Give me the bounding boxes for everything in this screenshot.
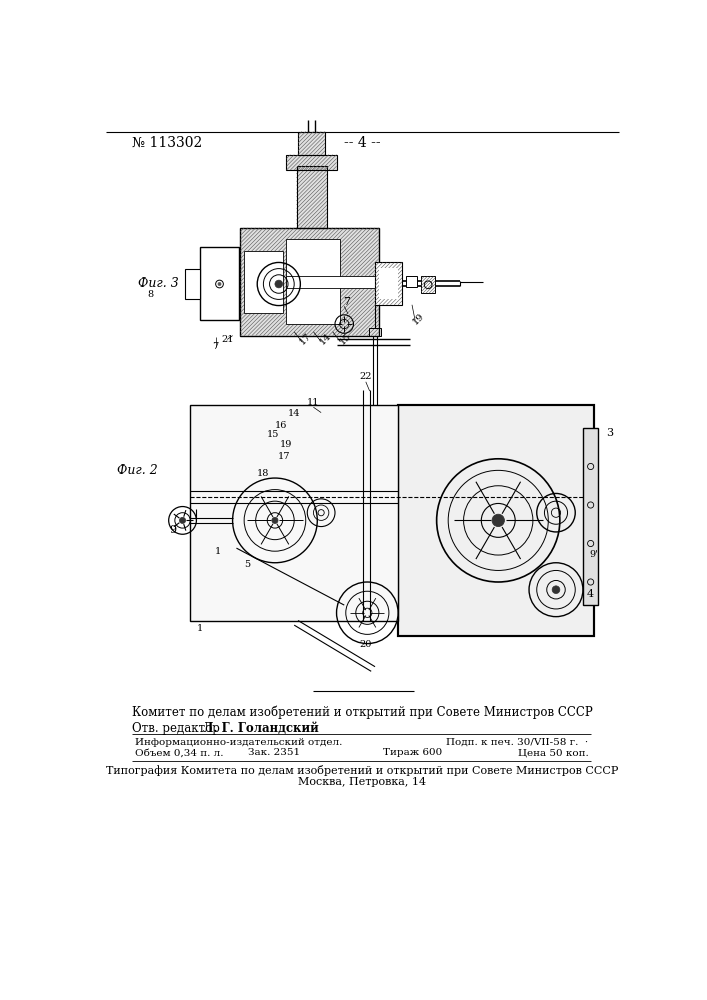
Bar bbox=[240, 228, 379, 336]
Bar bbox=[406, 276, 417, 287]
Bar bbox=[375, 262, 402, 305]
Text: 17: 17 bbox=[278, 452, 291, 461]
Text: 11: 11 bbox=[308, 398, 320, 407]
Text: Фиг. 3: Фиг. 3 bbox=[138, 277, 179, 290]
Bar bbox=[421, 276, 435, 293]
Text: Информационно-издательский отдел.: Информационно-издательский отдел. bbox=[135, 738, 342, 747]
Text: 7: 7 bbox=[343, 297, 350, 307]
Circle shape bbox=[552, 586, 560, 594]
Bar bbox=[375, 262, 402, 305]
Bar bbox=[298, 132, 325, 155]
Text: Типография Комитета по делам изобретений и открытий при Совете Министров СССР: Типография Комитета по делам изобретений… bbox=[106, 765, 618, 776]
Bar bbox=[286, 276, 375, 288]
Text: 1: 1 bbox=[197, 624, 204, 633]
Text: -- 4 --: -- 4 -- bbox=[344, 136, 380, 150]
Text: 14: 14 bbox=[317, 332, 332, 347]
Text: 21: 21 bbox=[221, 335, 233, 344]
Text: 3: 3 bbox=[606, 428, 613, 438]
Text: Фиг. 2: Фиг. 2 bbox=[117, 464, 158, 477]
Text: 14: 14 bbox=[288, 409, 300, 418]
Text: Тираж 600: Тираж 600 bbox=[382, 748, 442, 757]
Circle shape bbox=[492, 514, 504, 527]
Bar bbox=[286, 239, 340, 324]
Bar bbox=[398, 405, 595, 636]
Text: 17: 17 bbox=[298, 332, 313, 347]
Text: 20: 20 bbox=[360, 640, 372, 649]
Text: 18: 18 bbox=[257, 469, 269, 478]
Circle shape bbox=[180, 517, 186, 523]
Text: 16: 16 bbox=[275, 421, 287, 430]
Text: 22: 22 bbox=[360, 372, 372, 381]
Bar bbox=[286, 155, 337, 170]
Bar bbox=[369, 328, 381, 336]
Bar bbox=[190, 405, 398, 620]
Bar bbox=[240, 228, 379, 336]
Text: Подп. к печ. 30/VII-58 г.  ·: Подп. к печ. 30/VII-58 г. · bbox=[446, 738, 588, 747]
Text: 4: 4 bbox=[587, 589, 594, 599]
Text: 19: 19 bbox=[411, 311, 426, 326]
Text: № 113302: № 113302 bbox=[132, 136, 203, 150]
Text: Л. Г. Голандский: Л. Г. Голандский bbox=[204, 722, 319, 735]
Text: Москва, Петровка, 14: Москва, Петровка, 14 bbox=[298, 777, 426, 787]
Text: 9: 9 bbox=[170, 525, 177, 535]
Bar bbox=[398, 405, 595, 636]
Bar bbox=[244, 251, 283, 312]
Circle shape bbox=[272, 517, 278, 523]
Text: 7: 7 bbox=[213, 342, 218, 351]
Text: Зак. 2351: Зак. 2351 bbox=[248, 748, 300, 757]
Bar bbox=[296, 166, 327, 228]
Bar bbox=[421, 276, 435, 293]
Text: 5: 5 bbox=[244, 560, 250, 569]
Text: 9': 9' bbox=[589, 550, 598, 559]
Text: 19: 19 bbox=[279, 440, 292, 449]
Bar bbox=[185, 269, 200, 299]
Bar bbox=[379, 268, 398, 299]
Text: 15: 15 bbox=[267, 430, 279, 439]
Text: Комитет по делам изобретений и открытий при Совете Министров СССР: Комитет по делам изобретений и открытий … bbox=[132, 705, 592, 719]
Circle shape bbox=[275, 280, 283, 288]
Text: 15: 15 bbox=[338, 332, 354, 347]
Text: 8: 8 bbox=[147, 290, 153, 299]
Bar bbox=[200, 247, 239, 320]
Bar bbox=[286, 155, 337, 170]
Bar bbox=[583, 428, 598, 605]
Text: Цена 50 коп.: Цена 50 коп. bbox=[518, 748, 588, 757]
Text: Объем 0,34 п. л.: Объем 0,34 п. л. bbox=[135, 748, 223, 757]
Circle shape bbox=[218, 282, 221, 286]
Bar bbox=[296, 166, 327, 228]
Text: 1: 1 bbox=[215, 547, 221, 556]
Bar bbox=[298, 132, 325, 155]
Text: Отв. редактор: Отв. редактор bbox=[132, 722, 224, 735]
